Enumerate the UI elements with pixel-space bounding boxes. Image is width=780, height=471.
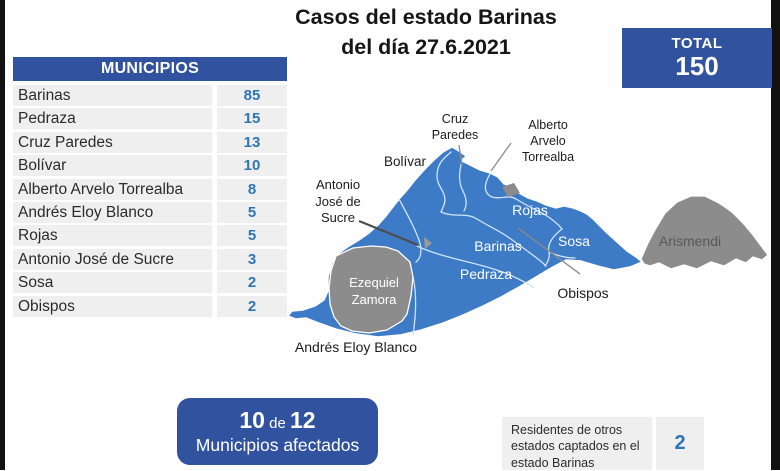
case-count: 5 [217, 201, 287, 223]
municipality-name: Obispos [13, 295, 212, 317]
affected-count: 10 [239, 407, 265, 433]
table-header: MUNICIPIOS [13, 57, 287, 81]
municipality-name: Antonio José de Sucre [13, 248, 212, 270]
table-row: Rojas 5 [13, 225, 287, 247]
municipality-name: Bolívar [13, 155, 212, 177]
municipality-name: Rojas [13, 225, 212, 247]
municipality-name: Sosa [13, 272, 212, 294]
map-label-pedraza: Pedraza [459, 266, 513, 282]
map-label-ezequiel-zamora: Ezequiel Zamora [349, 275, 399, 307]
case-count: 5 [217, 225, 287, 247]
map-label-alberto-arvelo-torrealba: Alberto Arvelo Torrealba [521, 118, 575, 164]
affected-caption: Municipios afectados [195, 435, 360, 455]
total-label: TOTAL [671, 35, 723, 52]
map-region-ezequiel-zamora [328, 245, 414, 334]
case-count: 8 [217, 178, 287, 200]
cruz-paredes-leader-line [458, 144, 463, 167]
case-count: 13 [217, 131, 287, 153]
map-label-barinas: Barinas [474, 238, 522, 254]
obispos-leader-line [517, 227, 581, 275]
table-row: Cruz Paredes 13 [13, 131, 287, 153]
title-line2: del día 27.6.2021 [341, 34, 511, 59]
map-label-obispos: Obispos [557, 285, 609, 301]
municipality-name: Pedraza [13, 108, 212, 130]
title-line1: Casos del estado Barinas [295, 5, 557, 29]
total-value: 150 [675, 51, 719, 81]
map-region-arismendi [640, 195, 769, 270]
municipality-name: Cruz Paredes [13, 131, 212, 153]
table-row: Alberto Arvelo Torrealba 8 [13, 178, 287, 200]
table-row: Barinas 85 [13, 85, 287, 106]
municipality-border-lines [398, 151, 576, 336]
map-svg [287, 142, 769, 338]
municipality-name: Barinas [13, 85, 212, 106]
map-region-sliver [502, 183, 520, 197]
table-row: Sosa 2 [13, 272, 287, 294]
case-count: 2 [217, 295, 287, 317]
case-count: 85 [217, 85, 287, 106]
table-row: Antonio José de Sucre 3 [13, 248, 287, 270]
barinas-state-map: Cruz Paredes Alberto Arvelo Torrealba Bo… [283, 85, 772, 365]
map-label-arismendi: Arismendi [658, 233, 722, 249]
affected-total: 12 [290, 407, 316, 433]
case-count: 15 [217, 108, 287, 130]
affected-municipalities-box: 10 de 12 Municipios afectados [177, 398, 378, 465]
alberto-arvelo-leader-line [490, 142, 512, 172]
map-label-cruz-paredes: Cruz Paredes [431, 112, 479, 142]
municipalities-table: Barinas 85 Pedraza 15 Cruz Paredes 13 Bo… [13, 85, 287, 319]
left-border-bar [0, 0, 5, 470]
table-row: Obispos 2 [13, 295, 287, 317]
map-label-andres-eloy-blanco: Andrés Eloy Blanco [294, 339, 418, 355]
other-states-note: Residentes de otros estados captados en … [502, 417, 652, 470]
antonio-jose-sucre-leader-line [358, 219, 419, 247]
map-region-sliver [424, 237, 432, 249]
municipality-name: Alberto Arvelo Torrealba [13, 178, 212, 200]
case-count: 3 [217, 248, 287, 270]
right-border-bar [771, 0, 780, 470]
affected-count-line: 10 de 12 [177, 407, 378, 434]
table-row: Pedraza 15 [13, 108, 287, 130]
map-label-sosa: Sosa [558, 233, 590, 249]
table-row: Andrés Eloy Blanco 5 [13, 201, 287, 223]
map-label-bolivar: Bolívar [383, 154, 427, 169]
case-count: 10 [217, 155, 287, 177]
affected-connector: de [269, 415, 286, 432]
other-states-value: 2 [656, 417, 704, 470]
case-count: 2 [217, 272, 287, 294]
page-title: Casos del estado Barinas del día 27.6.20… [280, 3, 572, 62]
map-label-rojas: Rojas [512, 202, 548, 218]
map-label-antonio-jose-de-sucre: Antonio José de Sucre [315, 177, 361, 226]
table-row: Bolívar 10 [13, 155, 287, 177]
municipality-name: Andrés Eloy Blanco [13, 201, 212, 223]
total-box: TOTAL 150 [622, 28, 772, 88]
